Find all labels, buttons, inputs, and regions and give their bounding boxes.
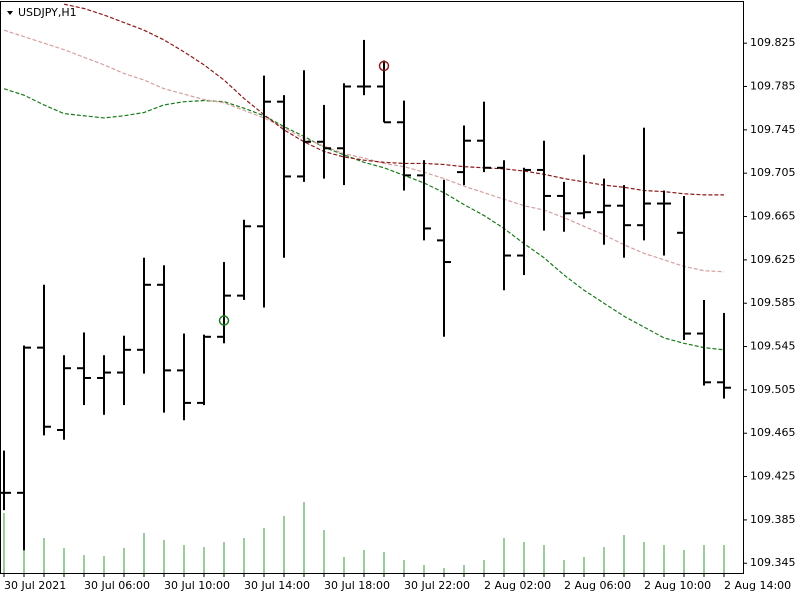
moving-average [3,29,725,273]
x-tick-label: 2 Aug 06:00 [564,579,631,592]
x-tick-label: 30 Jul 10:00 [164,579,230,592]
plot-frame [0,1,744,574]
x-tick-label: 2 Aug 10:00 [644,579,711,592]
x-tick-label: 30 Jul 22:00 [404,579,470,592]
symbol-menu-arrow[interactable] [7,11,13,15]
y-tick-label: 109.825 [750,36,796,49]
y-tick-label: 109.665 [750,210,796,223]
x-tick-label: 30 Jul 06:00 [84,579,150,592]
chart-title: USDJPY,H1 [18,6,77,19]
y-tick-label: 109.785 [750,80,796,93]
x-tick-label: 2 Aug 02:00 [484,579,551,592]
y-tick-label: 109.585 [750,296,796,309]
x-tick-label: 2 Aug 14:00 [724,579,791,592]
y-tick-label: 109.745 [750,123,796,136]
y-tick-label: 109.345 [750,556,796,569]
x-tick-label: 30 Jul 2021 [4,579,66,592]
y-tick-label: 109.625 [750,253,796,266]
moving-average [3,88,725,351]
signal-marker [378,60,390,72]
x-tick-label: 30 Jul 18:00 [324,579,390,592]
x-tick-label: 30 Jul 14:00 [244,579,310,592]
y-tick-label: 109.545 [750,340,796,353]
signal-marker [218,315,230,326]
y-tick-label: 109.465 [750,426,796,439]
y-tick-label: 109.425 [750,470,796,483]
y-tick-label: 109.385 [750,513,796,526]
y-tick-label: 109.505 [750,383,796,396]
y-tick-label: 109.705 [750,166,796,179]
moving-average [63,3,724,196]
